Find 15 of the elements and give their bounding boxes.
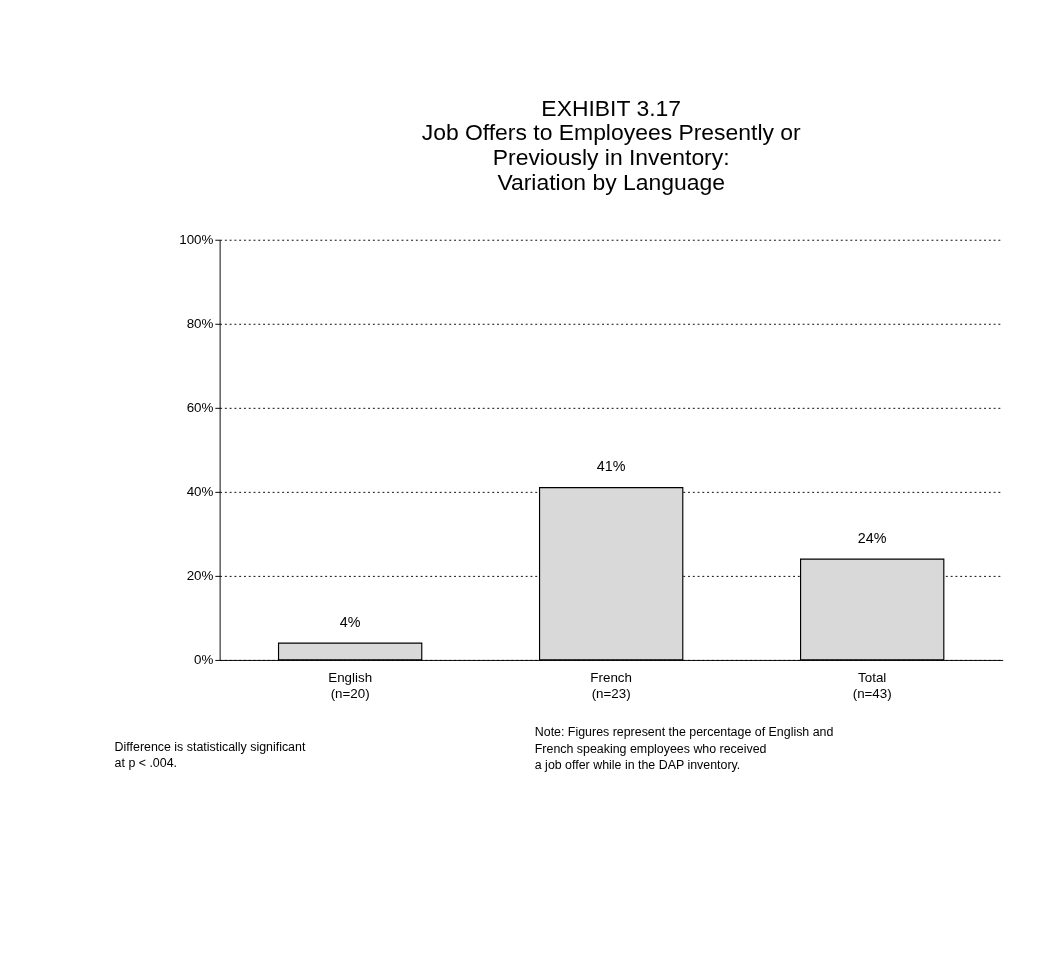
text: Note: Figures represent the percentage of English and French speaking employees who received a job offer while in the DAP inventory. [534,725,834,772]
x-tick-label: Total (n=43) [852,670,892,701]
data-label: 41% [596,458,626,475]
data-label: 4% [339,613,361,630]
y-tick-label: 40% [186,484,214,500]
y-tick-label: 80% [186,316,214,332]
x-tick-label: French (n=23) [590,670,632,701]
chart-title: EXHIBIT 3.17 Job Offers to Employees Presently or Previously in Inventory: Variation by Language [421,94,802,196]
x-tick-label: English (n=20) [328,670,373,701]
y-tick-label: 60% [186,400,214,416]
y-tick-label: 20% [186,568,214,584]
y-tick-label: 100% [179,232,214,248]
data-label: 24% [857,529,887,546]
text: Difference is statistically significant at p < .004. [114,739,306,770]
y-tick-label: 0% [194,652,214,668]
